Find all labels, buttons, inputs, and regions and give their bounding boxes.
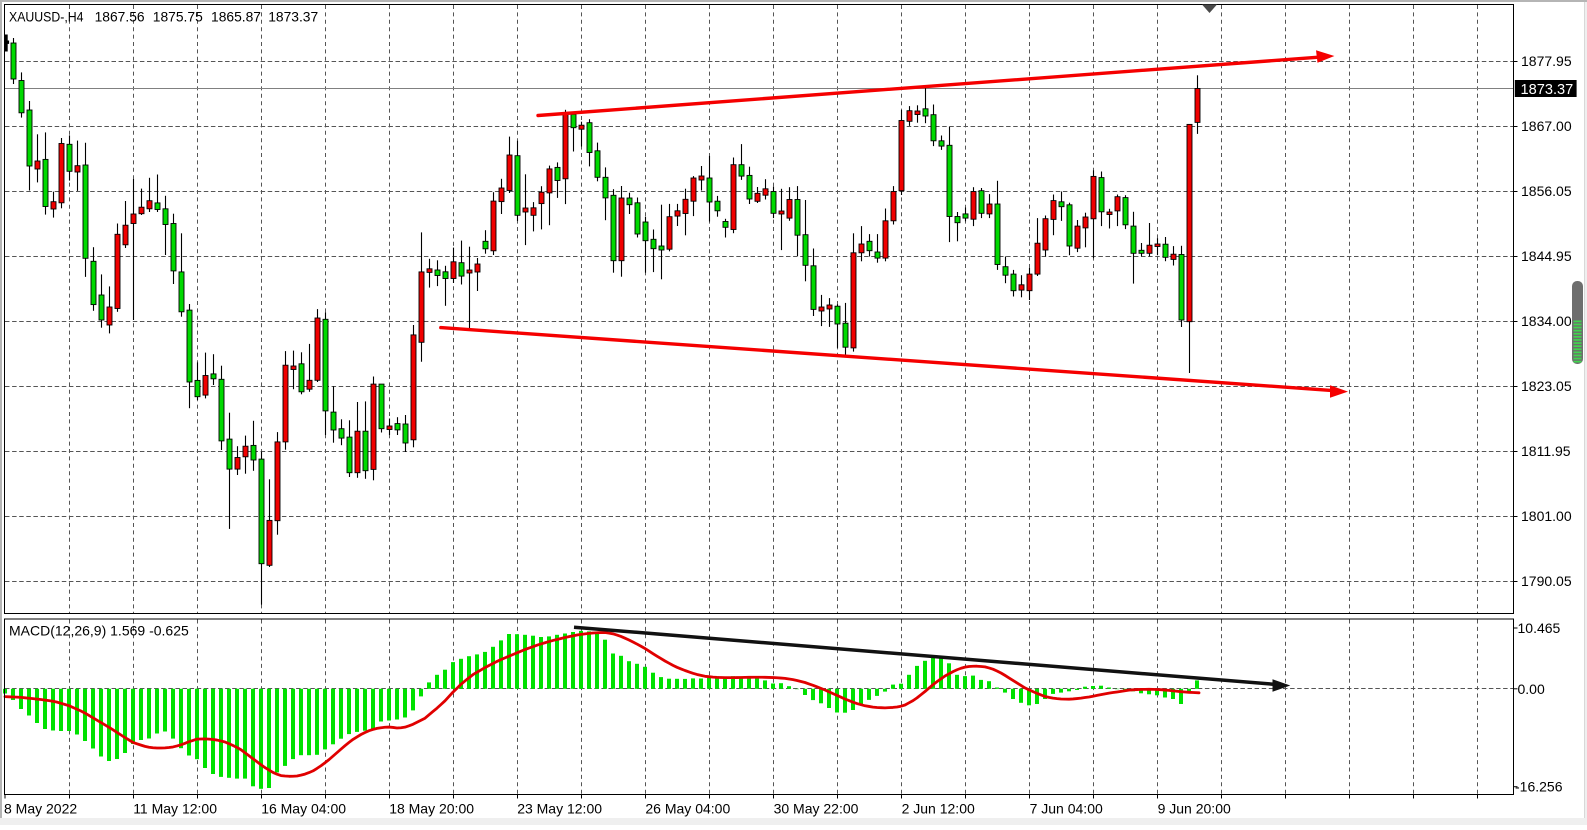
svg-text:1823.05: 1823.05	[1521, 378, 1572, 394]
svg-text:1873.37: 1873.37	[268, 10, 318, 26]
svg-text:1801.00: 1801.00	[1521, 508, 1572, 524]
svg-text:26 May 04:00: 26 May 04:00	[645, 801, 730, 817]
svg-text:1790.05: 1790.05	[1521, 573, 1572, 589]
svg-text:11 May 12:00: 11 May 12:00	[133, 801, 217, 817]
svg-text:23 May 12:00: 23 May 12:00	[517, 801, 602, 817]
svg-text:1875.75: 1875.75	[153, 10, 203, 26]
svg-text:1856.05: 1856.05	[1521, 183, 1572, 199]
svg-text:1811.95: 1811.95	[1521, 443, 1571, 459]
svg-text:10.465: 10.465	[1518, 620, 1561, 636]
svg-text:18 May 20:00: 18 May 20:00	[389, 801, 474, 817]
svg-text:XAUUSD-,H4: XAUUSD-,H4	[9, 10, 84, 26]
svg-text:2 Jun 12:00: 2 Jun 12:00	[902, 801, 975, 817]
svg-text:9 Jun 20:00: 9 Jun 20:00	[1158, 801, 1231, 817]
svg-text:1877.95: 1877.95	[1521, 53, 1572, 69]
svg-text:MACD(12,26,9) 1.569 -0.625: MACD(12,26,9) 1.569 -0.625	[9, 623, 189, 639]
svg-text:1867.56: 1867.56	[95, 10, 145, 26]
svg-text:1834.00: 1834.00	[1521, 313, 1572, 329]
svg-text:0.00: 0.00	[1518, 681, 1545, 697]
svg-text:7 Jun 04:00: 7 Jun 04:00	[1030, 801, 1103, 817]
svg-text:1873.37: 1873.37	[1521, 82, 1574, 98]
svg-text:1867.00: 1867.00	[1521, 118, 1572, 134]
svg-text:1844.95: 1844.95	[1521, 248, 1572, 264]
svg-text:16 May 04:00: 16 May 04:00	[261, 801, 346, 817]
svg-text:8 May 2022: 8 May 2022	[4, 801, 77, 817]
svg-text:-16.256: -16.256	[1515, 779, 1563, 795]
svg-text:30 May 22:00: 30 May 22:00	[774, 801, 859, 817]
svg-text:1865.87: 1865.87	[211, 10, 261, 26]
